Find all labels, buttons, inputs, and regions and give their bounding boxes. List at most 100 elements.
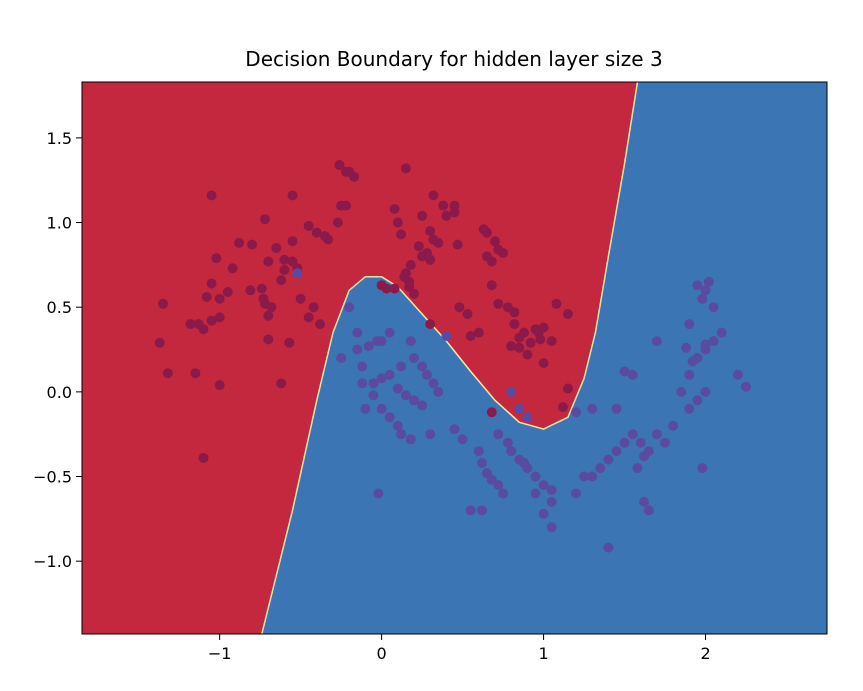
scatter-point-class1 [530,471,541,482]
y-axis: 1.5 1.0 0.5 0.0 −0.5 −1.0 [33,129,82,571]
scatter-point-class0 [405,259,416,270]
scatter-point-class1 [405,434,416,445]
scatter-point-class1 [692,280,703,291]
scatter-point-class1 [660,437,670,448]
x-tick-label: 2 [700,644,710,663]
scatter-point-class0 [509,319,520,330]
scatter-point-class1 [493,480,504,490]
scatter-point-class1 [700,285,711,296]
scatter-point-class1 [336,353,347,363]
y-tick-label: 1.0 [47,214,72,233]
scatter-point-class0 [400,163,411,174]
scatter-point-class0 [486,280,497,291]
scatter-point-class1 [639,451,649,462]
scatter-point-class0 [389,204,400,214]
y-tick-label: 0.5 [47,298,72,317]
scatter-point-class0 [522,349,533,360]
x-axis: −1 0 1 2 [208,634,711,663]
scatter-point-class1 [708,336,719,347]
scatter-point-class0 [263,256,274,267]
scatter-point-class0 [284,337,295,348]
scatter-point-class0 [222,287,233,297]
scatter-point-class0 [206,278,217,289]
scatter-point-class1 [684,403,695,414]
scatter-point-class1 [741,381,751,392]
scatter-point-class1 [587,403,598,414]
scatter-point-class0 [260,214,270,225]
scatter-point-class0 [162,368,173,379]
scatter-point-class1 [546,496,557,507]
scatter-point-class1 [530,488,541,499]
scatter-point-class1 [457,434,468,445]
scatter-point-class0 [428,234,439,245]
scatter-point-class1 [697,463,708,474]
scatter-point-class1 [477,505,487,516]
scatter-point-class0 [535,334,546,345]
scatter-point-class1 [368,378,379,389]
scatter-point-class0 [409,288,419,299]
scatter-point-class0 [276,378,287,389]
scatter-point-class0 [198,452,209,463]
scatter-point-class1 [506,386,517,397]
scatter-point-class1 [522,463,533,474]
y-tick-label: −0.5 [33,468,72,487]
scatter-point-class1 [732,369,743,380]
scatter-point-class1 [687,356,698,367]
scatter-point-class1 [392,420,403,431]
scatter-point-class0 [551,298,562,309]
scatter-point-class0 [247,239,258,250]
scatter-point-class1 [357,361,368,372]
scatter-point-class1 [396,429,407,440]
scatter-point-class0 [287,190,298,201]
scatter-point-class1 [417,361,428,372]
scatter-point-class1 [546,522,557,533]
scatter-point-class0 [498,248,509,258]
scatter-point-class1 [571,407,581,418]
scatter-point-class1 [697,293,708,304]
scatter-point-class1 [546,485,557,496]
scatter-point-class1 [538,508,549,519]
scatter-point-class0 [376,280,387,291]
scatter-point-class1 [611,403,622,414]
scatter-point-class0 [263,334,274,345]
y-tick-label: 1.5 [47,129,72,148]
scatter-point-class1 [627,369,638,380]
scatter-point-class1 [465,505,476,516]
scatter-point-class0 [245,285,256,296]
scatter-point-class0 [562,383,573,394]
x-tick-label: 0 [377,644,387,663]
scatter-point-class0 [486,256,497,267]
scatter-point-class0 [417,210,428,221]
scatter-point-class1 [352,344,363,355]
scatter-point-class0 [287,236,298,247]
scatter-point-class1 [384,327,395,338]
scatter-point-class0 [514,342,525,353]
scatter-point-class1 [619,437,630,448]
scatter-point-class1 [373,488,384,499]
scatter-point-class1 [716,327,727,338]
scatter-point-class1 [684,319,695,330]
scatter-point-class0 [211,253,222,264]
scatter-point-class0 [201,292,212,302]
scatter-point-class0 [465,331,476,341]
x-tick-label: 1 [538,644,548,663]
scatter-point-class1 [643,505,654,516]
scatter-point-class1 [651,336,662,347]
scatter-point-class1 [441,331,452,341]
scatter-point-class1 [627,429,638,440]
scatter-point-class1 [668,420,679,431]
chart-title: Decision Boundary for hidden layer size … [245,47,662,71]
y-tick-label: 0.0 [47,383,72,402]
scatter-point-class0 [258,293,269,304]
scatter-point-class0 [214,380,225,391]
scatter-point-class1 [396,361,407,372]
decision-boundary-line [261,82,639,634]
scatter-point-class0 [396,229,407,240]
scatter-point-class1 [449,424,460,435]
scatter-point-class0 [538,358,549,369]
scatter-point-class1 [632,463,643,474]
scatter-point-class0 [279,265,290,275]
scatter-point-class1 [409,353,419,363]
scatter-point-class0 [562,309,573,319]
scatter-point-class1 [603,542,614,553]
